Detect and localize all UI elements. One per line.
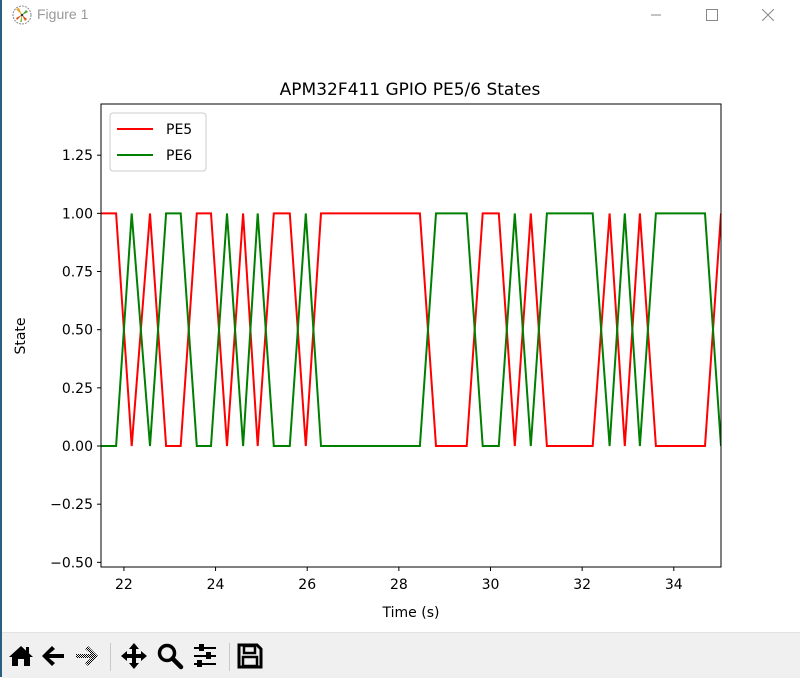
y-axis: −0.50 −0.25 0.00 0.25 0.50 0.75 1.00 1.25 [50,148,101,571]
x-tick-label: 32 [573,577,591,593]
y-tick-label: 1.00 [62,206,93,222]
back-button[interactable] [38,641,68,671]
minimize-button[interactable] [633,0,679,30]
y-tick-label: 0.75 [62,265,93,281]
window-title: Figure 1 [37,6,89,22]
pan-button[interactable] [119,641,149,671]
x-tick-label: 22 [115,577,133,593]
x-tick-label: 30 [482,577,500,593]
y-tick-label: 1.25 [62,148,93,164]
window-left-border [0,0,2,677]
y-tick-label: 0.50 [62,323,93,339]
toolbar-separator [110,643,111,671]
toolbar-separator [229,643,230,671]
y-tick-label: −0.50 [50,555,93,571]
y-tick-label: 0.00 [62,439,93,455]
x-axis-label: Time (s) [382,605,440,621]
arrow-left-icon [42,646,64,666]
zoom-button[interactable] [155,641,185,671]
forward-button[interactable] [72,641,102,671]
save-button[interactable] [235,641,265,671]
chart: APM32F411 GPIO PE5/6 States −0.50 −0.25 0.… [13,80,722,621]
figure-canvas[interactable]: APM32F411 GPIO PE5/6 States −0.50 −0.25 0.… [2,30,800,632]
legend-label-pe5: PE5 [166,122,192,138]
x-tick-label: 34 [665,577,683,593]
legend[interactable]: PE5 PE6 [109,112,207,172]
matplotlib-logo-icon [12,5,32,25]
chart-title: APM32F411 GPIO PE5/6 States [280,80,541,100]
title-bar[interactable]: Figure 1 [2,0,800,30]
close-icon [762,9,774,21]
minimize-icon [651,14,661,16]
move-icon [121,643,147,669]
series-line-pe6 [101,212,721,447]
x-tick-label: 28 [390,577,408,593]
magnifier-icon [157,643,184,670]
x-axis: 22 24 26 28 30 32 34 [115,567,683,593]
y-tick-label: 0.25 [62,381,93,397]
x-tick-label: 26 [298,577,316,593]
maximize-button[interactable] [689,0,735,30]
x-tick-label: 24 [207,577,225,593]
series-layer [101,212,721,447]
maximize-icon [706,9,718,21]
floppy-disk-icon [237,643,263,669]
navigation-toolbar [2,632,800,678]
axes-frame [100,103,722,568]
configure-subplots-button[interactable] [190,641,220,671]
legend-box [109,112,207,172]
close-button[interactable] [745,0,791,30]
home-button[interactable] [6,641,36,671]
y-axis-label: State [13,317,29,354]
y-tick-label: −0.25 [50,497,93,513]
series-line-pe5 [101,212,721,447]
legend-label-pe6: PE6 [166,148,192,164]
home-icon [9,646,33,666]
arrow-right-icon [76,646,98,666]
sliders-icon [194,644,216,667]
